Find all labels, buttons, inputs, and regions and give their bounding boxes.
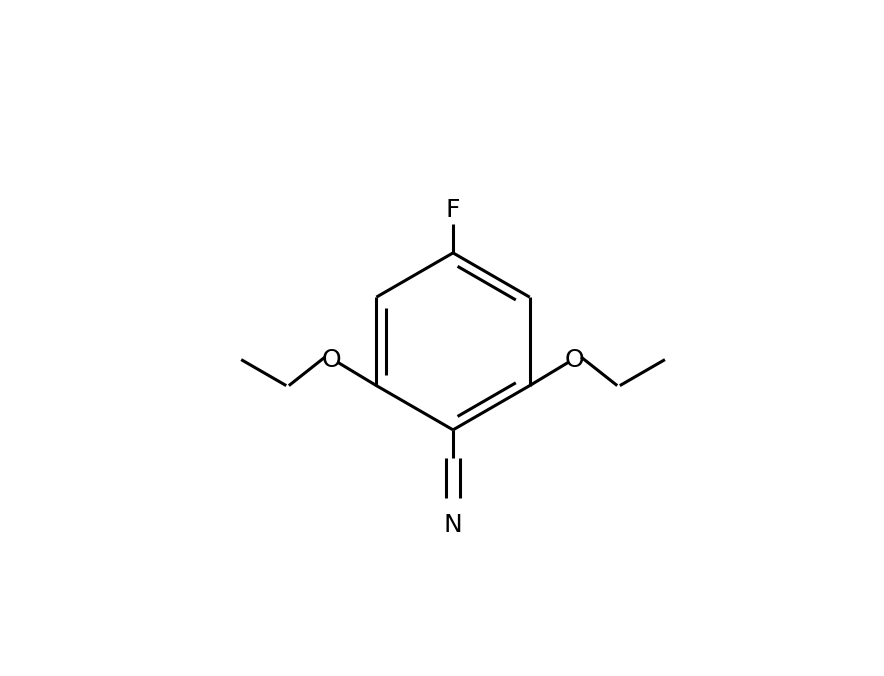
Text: O: O	[322, 347, 341, 372]
Text: F: F	[446, 197, 461, 222]
Text: O: O	[565, 347, 584, 372]
Text: N: N	[444, 513, 462, 537]
